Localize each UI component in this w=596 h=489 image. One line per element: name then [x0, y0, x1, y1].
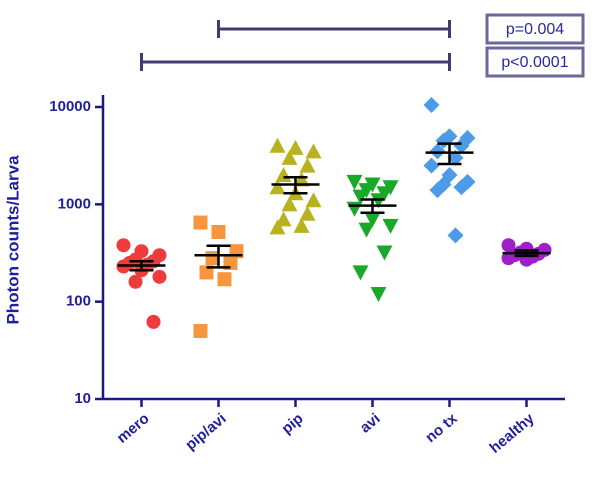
p-value-box: [485, 46, 585, 78]
data-point: [217, 272, 232, 287]
data-point: [423, 157, 440, 174]
data-point: [423, 96, 440, 113]
data-point: [116, 238, 131, 253]
data-point: [193, 323, 208, 338]
data-point: [152, 269, 167, 284]
data-point: [269, 179, 286, 195]
data-point: [305, 192, 322, 208]
data-point: [352, 265, 369, 281]
x-tick-label: healthy: [486, 410, 538, 457]
data-point: [199, 265, 214, 280]
data-point: [146, 314, 161, 329]
data-point: [358, 222, 375, 238]
data-point: [287, 139, 304, 155]
x-tick-label: no tx: [422, 410, 461, 446]
data-point: [447, 227, 464, 244]
data-point: [299, 157, 316, 173]
data-point: [370, 193, 387, 209]
data-point: [299, 205, 316, 221]
p-value: p<0.0001: [501, 54, 568, 71]
data-point: [293, 171, 310, 187]
x-tick-label: pip/avi: [182, 410, 229, 454]
data-point: [370, 286, 387, 302]
data-point: [376, 245, 393, 261]
data-point: [193, 215, 208, 230]
data-point: [352, 189, 369, 205]
data-point: [275, 167, 292, 183]
y-tick-label: 10: [74, 390, 91, 407]
y-tick-label: 1000: [58, 195, 91, 212]
data-point: [293, 217, 310, 233]
y-axis-label: Photon counts/Larva: [3, 155, 22, 325]
y-tick-label: 10000: [49, 98, 91, 115]
data-point: [275, 211, 292, 227]
data-point: [281, 149, 298, 165]
data-point: [346, 174, 363, 190]
x-tick-label: mero: [114, 410, 153, 447]
data-point: [211, 224, 226, 239]
data-point: [364, 212, 381, 228]
y-tick-label: 100: [66, 293, 91, 310]
data-point: [382, 218, 399, 234]
data-point: [128, 274, 143, 289]
data-point: [447, 149, 464, 166]
data-point: [269, 137, 286, 153]
data-point: [453, 179, 470, 196]
p-value: p=0.004: [506, 21, 564, 38]
data-point: [346, 201, 363, 217]
x-tick-label: avi: [357, 410, 384, 436]
data-point: [305, 143, 322, 159]
data-point: [453, 137, 470, 154]
data-point: [269, 219, 286, 235]
data-point: [501, 251, 516, 266]
data-point: [281, 196, 298, 212]
data-point: [429, 182, 446, 199]
x-tick-label: pip: [278, 410, 306, 437]
p-value-box: [485, 13, 585, 45]
